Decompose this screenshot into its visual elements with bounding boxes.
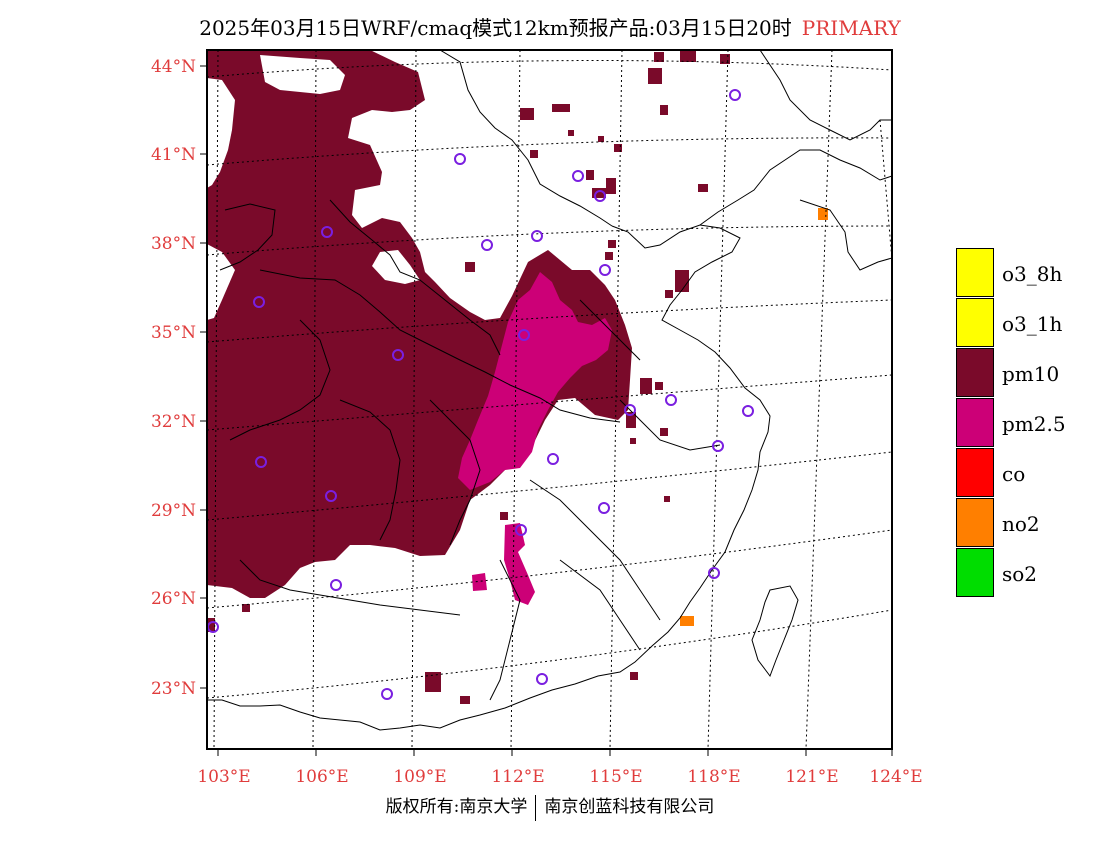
legend-swatch <box>956 248 994 297</box>
legend-label: pm2.5 <box>1002 412 1066 436</box>
pm10-scatter <box>207 50 730 704</box>
legend-swatch <box>956 548 994 597</box>
lat-label: 41°N <box>151 145 196 165</box>
lat-label: 35°N <box>151 323 196 343</box>
no2-scatter <box>680 208 828 626</box>
copyright-company: 南京创蓝科技有限公司 <box>544 797 715 817</box>
latitude-labels: 44°N 41°N 38°N 35°N 32°N 29°N 26°N 23°N <box>151 57 196 699</box>
lon-label: 118°E <box>687 767 740 787</box>
copyright-footer: 版权所有:南京大学 南京创蓝科技有限公司 <box>0 792 1100 821</box>
lon-label: 109°E <box>393 767 446 787</box>
lon-label: 103°E <box>197 767 250 787</box>
primary-tag: PRIMARY <box>801 16 901 40</box>
lon-label: 121°E <box>785 767 838 787</box>
clear-area-3 <box>260 55 345 94</box>
lon-label: 124°E <box>869 767 922 787</box>
lat-label: 23°N <box>151 679 196 699</box>
legend-label: so2 <box>1002 562 1038 586</box>
pm10-region-west <box>207 50 632 598</box>
copyright-owner: 版权所有:南京大学 <box>385 797 528 817</box>
footer-separator <box>535 794 537 821</box>
legend-swatch <box>956 398 994 447</box>
pm25-region <box>458 272 612 490</box>
boundaries <box>207 50 892 731</box>
clear-area-2 <box>207 244 235 320</box>
clear-area-1 <box>207 78 235 188</box>
lon-label: 112°E <box>491 767 544 787</box>
lat-label: 44°N <box>151 57 196 77</box>
legend-label: co <box>1002 462 1026 486</box>
legend-label: o3_8h <box>1002 262 1063 286</box>
map-frame <box>206 49 893 750</box>
graticule <box>207 50 892 749</box>
legend-swatch <box>956 348 994 397</box>
map-content <box>207 50 892 749</box>
tick-marks <box>200 65 893 756</box>
station-markers <box>207 89 754 700</box>
lon-label: 106°E <box>295 767 348 787</box>
legend-label: no2 <box>1002 512 1040 536</box>
lat-label: 32°N <box>151 412 196 432</box>
lat-label: 38°N <box>151 234 196 254</box>
clear-area-5 <box>425 200 525 312</box>
lat-label: 29°N <box>151 501 196 521</box>
legend-swatch <box>956 498 994 547</box>
title-text: 2025年03月15日WRF/cmaq模式12km预报产品:03月15日20时 <box>199 16 792 40</box>
legend-swatch <box>956 448 994 497</box>
lon-label: 115°E <box>589 767 642 787</box>
lat-label: 26°N <box>151 589 196 609</box>
pm25-patch-small <box>472 573 487 591</box>
legend-label: o3_1h <box>1002 312 1063 336</box>
legend-label: pm10 <box>1002 362 1060 386</box>
longitude-labels: 103°E 106°E 109°E 112°E 115°E 118°E 121°… <box>197 767 922 787</box>
map-title: 2025年03月15日WRF/cmaq模式12km预报产品:03月15日20时 P… <box>0 12 1100 41</box>
legend-swatch <box>956 298 994 347</box>
